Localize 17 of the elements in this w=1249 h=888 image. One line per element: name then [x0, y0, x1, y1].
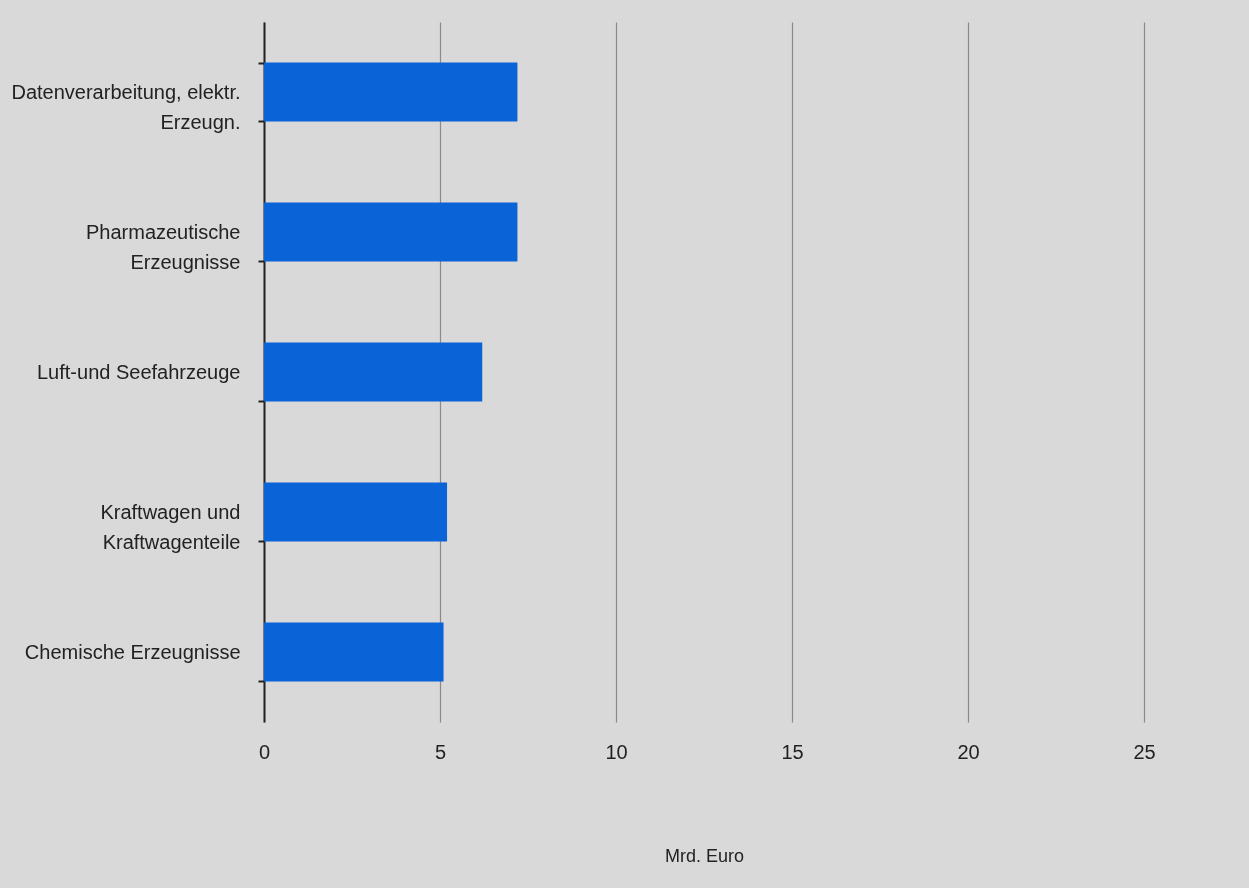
bar — [264, 482, 448, 542]
y-tick-label: Pharmazeutische Erzeugnisse — [85, 220, 241, 273]
x-tick-label: 15 — [781, 740, 804, 763]
bar — [264, 342, 483, 402]
y-tick-label: Luft-und Seefahrzeuge — [37, 360, 241, 383]
x-tick-label: 0 — [258, 740, 271, 763]
y-tick-label: Datenverarbeitung, elektr. Erzeugn. — [11, 80, 241, 133]
x-tick-label: 20 — [957, 740, 980, 763]
x-tick-label: 25 — [1133, 740, 1156, 763]
x-tick-label: 5 — [434, 740, 447, 763]
bar — [264, 202, 518, 262]
bar — [264, 62, 518, 122]
x-axis-title: Mrd. Euro — [664, 845, 745, 866]
bar — [264, 622, 444, 682]
y-tick-label: Chemische Erzeugnisse — [24, 640, 241, 663]
y-tick-label: Kraftwagen und Kraftwagenteile — [100, 500, 241, 553]
x-tick-label: 10 — [605, 740, 628, 763]
